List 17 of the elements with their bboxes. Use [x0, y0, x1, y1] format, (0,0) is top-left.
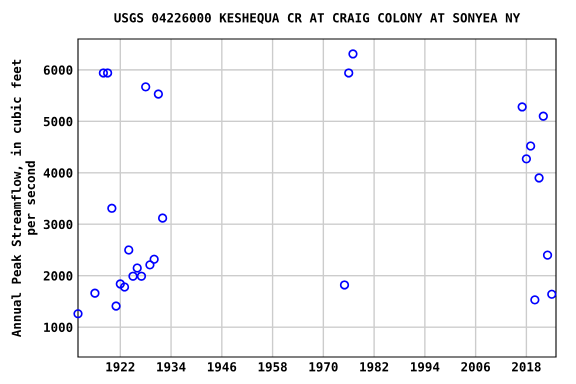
x-tick-label: 1958 [258, 362, 287, 372]
y-tick-label: 5000 [44, 116, 72, 126]
x-tick-label: 2006 [461, 362, 490, 372]
x-tick-label: 1922 [106, 362, 134, 372]
y-tick-label: 4000 [44, 168, 72, 178]
y-tick-label: 3000 [44, 220, 72, 230]
x-tick-label: 1934 [157, 362, 186, 372]
x-tick-label: 1946 [208, 362, 236, 372]
x-tick-label: 2018 [512, 362, 541, 372]
x-tick-label: 1994 [410, 362, 440, 372]
y-tick-label: 2000 [44, 271, 72, 281]
x-tick-label: 1970 [309, 362, 338, 372]
x-tick-label: 1982 [360, 362, 388, 372]
y-axis-title: Annual Peak Streamflow, in cubic feet per second [10, 60, 38, 338]
y-tick-label: 6000 [44, 65, 72, 75]
y-tick-label: 1000 [44, 322, 72, 332]
chart-title: USGS 04226000 KESHEQUA CR AT CRAIG COLONY AT SONYEA NY [114, 13, 520, 24]
